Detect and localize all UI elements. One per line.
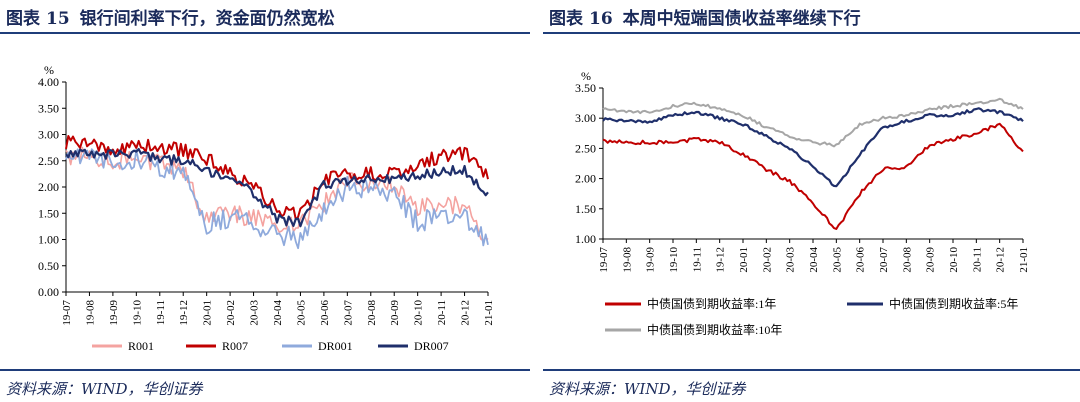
x-tick-label: 20-04 — [808, 247, 820, 273]
x-tick-label: 20-07 — [878, 247, 890, 273]
x-tick-label: 19-07 — [61, 300, 73, 326]
y-tick-label: 2.50 — [38, 154, 59, 168]
y-tick-label: 0.50 — [38, 259, 59, 273]
y-tick-label: 1.00 — [38, 233, 59, 247]
right-source-note: 资料来源：WIND，华创证券 — [549, 380, 746, 398]
x-tick-label: 19-10 — [131, 300, 143, 326]
x-tick-label: 20-06 — [855, 247, 867, 273]
y-tick-label: 1.50 — [575, 202, 596, 216]
y-tick-label: 3.50 — [38, 101, 59, 115]
x-tick-label: 19-09 — [645, 247, 657, 273]
series-line-2 — [602, 107, 1024, 188]
legend-label-2: 中债国债到期收益率:5年 — [889, 296, 1018, 311]
legend-label-3: DR001 — [318, 339, 353, 353]
right-chart-panel: 图表 16 本周中短端国债收益率继续下行 % 1.00 1.50 2.00 2.50 3.00… — [543, 0, 1080, 402]
left-title-rule — [0, 32, 530, 34]
y-tick-label: 3.00 — [38, 128, 59, 142]
x-tick-label: 20-10 — [413, 300, 425, 326]
x-tick-label: 20-12 — [460, 300, 472, 326]
left-title-text: 银行间利率下行，资金面仍然宽松 — [79, 9, 335, 29]
y-tick-label: 2.00 — [38, 180, 59, 194]
x-tick-label: 20-07 — [342, 300, 354, 326]
x-tick-label: 20-09 — [925, 247, 937, 273]
x-tick-label: 20-02 — [761, 247, 773, 273]
x-tick-label: 20-03 — [785, 247, 797, 273]
x-tick-label: 20-06 — [319, 300, 331, 326]
left-title-prefix: 图表 — [6, 9, 40, 29]
right-title-text: 本周中短端国债收益率继续下行 — [622, 9, 861, 29]
left-title-number: 15 — [46, 9, 70, 29]
series-line-3 — [602, 97, 1024, 148]
x-tick-label: 19-08 — [621, 247, 633, 273]
y-tick-label: 4.00 — [38, 75, 59, 89]
right-chart-title: 图表 16 本周中短端国债收益率继续下行 — [549, 4, 861, 29]
y-axis-unit: % — [44, 63, 54, 77]
y-tick-label: 2.00 — [575, 172, 596, 186]
x-tick-label: 19-11 — [691, 247, 703, 272]
legend-label-1: R001 — [128, 339, 154, 353]
y-tick-label: 1.00 — [575, 232, 596, 246]
series-line-1 — [602, 122, 1024, 230]
x-tick-label: 20-09 — [389, 300, 401, 326]
x-tick-label: 19-08 — [84, 300, 96, 326]
right-line-chart: % 1.00 1.50 2.00 2.50 3.00 3.50 19-07 19-08 19-09… — [575, 69, 1030, 337]
x-tick-label: 20-11 — [436, 300, 448, 325]
x-tick-label: 20-08 — [366, 300, 378, 326]
x-tick-label: 20-10 — [948, 247, 960, 273]
y-tick-label: 1.50 — [38, 206, 59, 220]
x-tick-label: 20-05 — [831, 247, 843, 273]
x-tick-label: 19-07 — [598, 247, 610, 273]
x-tick-label: 19-11 — [155, 300, 167, 325]
x-tick-label: 20-05 — [295, 300, 307, 326]
x-tick-label: 20-12 — [995, 247, 1007, 273]
legend-label-4: DR007 — [414, 339, 449, 353]
right-title-rule — [543, 32, 1080, 34]
legend-label-1: 中债国债到期收益率:1年 — [647, 296, 776, 311]
left-chart-panel: 图表 15 银行间利率下行，资金面仍然宽松 % 0.00 0.50 1.00 1.50 2.0… — [0, 0, 530, 402]
x-tick-label: 19-09 — [108, 300, 120, 326]
legend-label-2: R007 — [222, 339, 248, 353]
legend-label-3: 中债国债到期收益率:10年 — [647, 322, 782, 337]
x-tick-label: 19-12 — [178, 300, 190, 326]
x-tick-label: 20-04 — [272, 300, 284, 326]
left-chart-title: 图表 15 银行间利率下行，资金面仍然宽松 — [6, 4, 335, 29]
x-tick-label: 19-10 — [668, 247, 680, 273]
x-tick-label: 19-12 — [715, 247, 727, 273]
x-tick-label: 20-03 — [249, 300, 261, 326]
y-tick-label: 2.50 — [575, 141, 596, 155]
left-source-note: 资料来源：WIND，华创证券 — [6, 380, 203, 398]
left-line-chart: % 0.00 0.50 1.00 1.50 2.00 2.50 3.00 3.50 4.00 19-… — [38, 63, 495, 353]
y-axis-unit: % — [581, 69, 591, 83]
left-source-rule — [0, 369, 530, 371]
series-line-4 — [65, 147, 489, 228]
x-tick-label: 20-01 — [738, 247, 750, 273]
y-tick-label: 3.50 — [575, 81, 596, 95]
right-title-prefix: 图表 — [549, 9, 583, 29]
x-tick-label: 21-01 — [1018, 247, 1030, 273]
x-tick-label: 20-11 — [971, 247, 983, 272]
right-source-rule — [543, 369, 1080, 371]
y-tick-label: 0.00 — [38, 285, 59, 299]
x-tick-label: 20-02 — [225, 300, 237, 326]
series-line-2 — [65, 135, 489, 221]
series-line-3 — [65, 148, 489, 250]
x-tick-label: 21-01 — [483, 300, 495, 326]
series-line-1 — [65, 146, 489, 242]
x-tick-label: 20-08 — [901, 247, 913, 273]
right-title-number: 16 — [589, 9, 613, 29]
y-tick-label: 3.00 — [575, 111, 596, 125]
x-tick-label: 20-01 — [202, 300, 214, 326]
